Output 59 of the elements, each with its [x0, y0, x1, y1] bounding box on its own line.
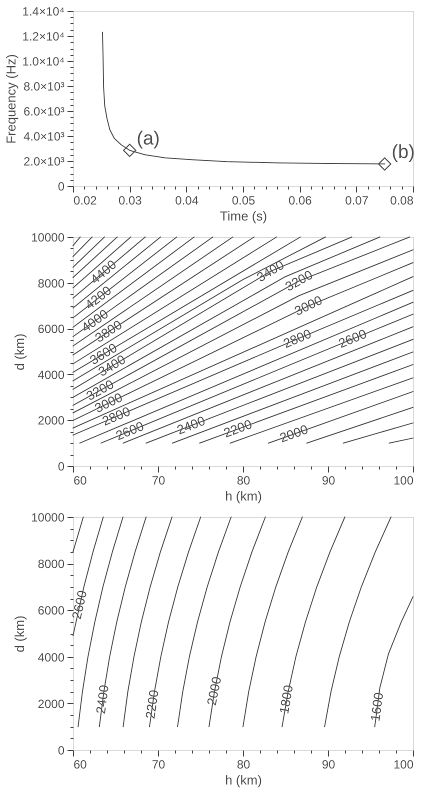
y-tick-label: 2.0×10³: [23, 154, 64, 168]
annotation: (a): [136, 128, 160, 150]
annotation: 2200: [222, 416, 254, 440]
y-tick-label: 8000: [38, 557, 65, 572]
y-tick-label: 8.0×10³: [23, 80, 64, 94]
x-tick-label: 60: [74, 758, 88, 772]
line-series: [122, 516, 173, 728]
x-tick-label: 0.04: [175, 194, 199, 208]
x-tick-label: 80: [236, 474, 250, 488]
x-tick-label: 70: [152, 474, 166, 488]
y-tick-label: 0: [58, 460, 65, 474]
x-tick-label: 0.06: [288, 194, 312, 208]
line-series: [208, 516, 266, 728]
y-tick-label: 10000: [31, 510, 65, 524]
x-tick-label: 100: [393, 758, 414, 772]
line-series: [324, 516, 392, 728]
y-tick-label: 1.4×10⁴: [22, 4, 64, 18]
y-axis-title: d (km): [12, 334, 28, 370]
y-tick-label: 2000: [38, 696, 65, 711]
annotation: 2800: [280, 326, 314, 352]
x-tick-label: 90: [322, 474, 336, 488]
annotation: (b): [392, 142, 415, 163]
y-axis-title: Frequency (Hz): [3, 54, 18, 144]
x-axis-title: h (km): [225, 772, 262, 788]
y-tick-label: 0: [58, 180, 65, 194]
x-tick-label: 60: [74, 474, 88, 488]
y-tick-label: 6.0×10³: [23, 104, 64, 118]
annotation: 2400: [174, 413, 208, 438]
x-tick-label: 80: [236, 758, 250, 772]
x-tick-label: 0.03: [118, 194, 142, 208]
y-tick-label: 4.0×10³: [23, 130, 64, 144]
x-tick-label: 100: [393, 474, 414, 488]
y-tick-label: 10000: [31, 230, 65, 244]
y-tick-label: 6000: [38, 604, 65, 618]
x-tick-label: 0.05: [232, 194, 256, 208]
annotation: 2000: [204, 675, 224, 707]
line-series: [242, 516, 303, 728]
x-axis-title: Time (s): [220, 208, 268, 224]
y-tick-label: 6000: [38, 322, 65, 336]
x-tick-label: 0.07: [345, 194, 369, 208]
y-tick-label: 1.2×10⁴: [22, 30, 64, 44]
y-tick-label: 8000: [38, 276, 65, 290]
x-tick-label: 0.02: [74, 194, 98, 208]
annotation: 2600: [68, 588, 90, 620]
y-tick-label: 2000: [38, 414, 65, 428]
x-tick-label: 90: [322, 758, 336, 772]
annotation: 2600: [336, 326, 369, 351]
line-series: [177, 516, 232, 728]
y-axis-title: d (km): [12, 616, 28, 652]
annotation: 3200: [282, 266, 316, 294]
y-tick-label: 4000: [38, 368, 65, 382]
x-tick-label: 0.08: [390, 194, 414, 208]
line-series: [282, 516, 346, 728]
y-tick-label: 4000: [38, 650, 65, 664]
y-tick-label: 0: [58, 744, 65, 758]
x-axis-title: h (km): [225, 488, 262, 504]
x-tick-label: 70: [152, 758, 166, 772]
y-tick-label: 1.0×10⁴: [22, 54, 64, 68]
annotation: 3000: [292, 292, 325, 319]
